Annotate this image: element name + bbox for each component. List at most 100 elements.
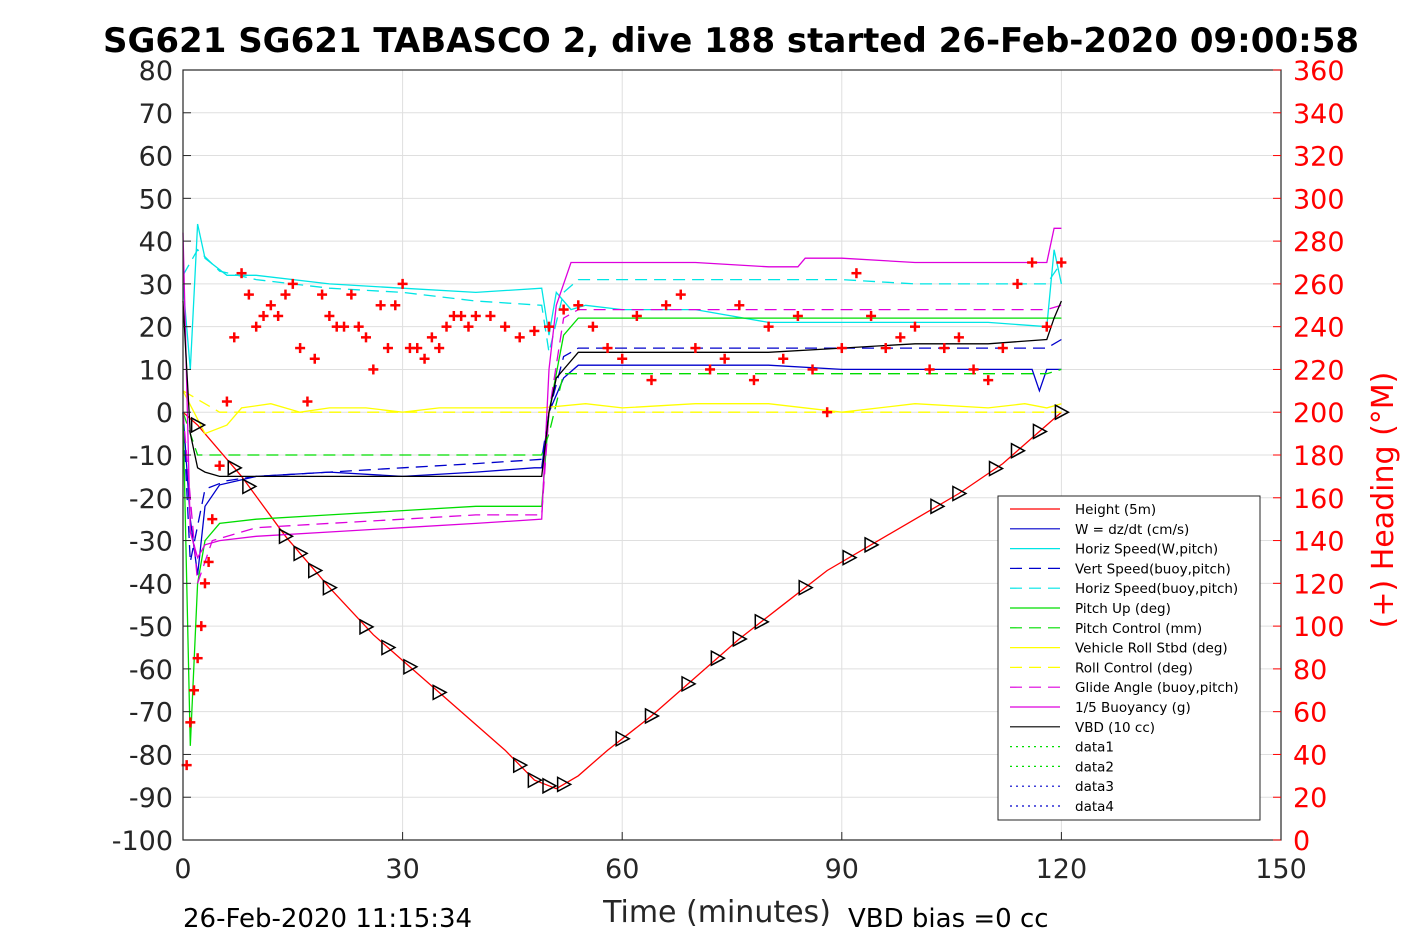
heading-point	[463, 321, 474, 332]
gc-marker	[1054, 403, 1070, 421]
heading-point	[602, 343, 613, 354]
y-tick-label: -10	[129, 441, 173, 472]
heading-point	[1041, 321, 1052, 332]
gc-marker	[952, 485, 968, 502]
heading-point	[778, 353, 789, 364]
gc-marker	[403, 658, 419, 676]
legend-item: Height (5m)	[1010, 502, 1156, 518]
y-tick-label: 60	[139, 142, 173, 173]
y-right-tick-label: 200	[1293, 398, 1345, 429]
heading-point	[895, 332, 906, 343]
y-right-tick-label: 340	[1293, 99, 1345, 130]
gc-marker	[308, 562, 324, 579]
legend-label: 1/5 Buoyancy (g)	[1075, 700, 1191, 716]
heading-point	[192, 653, 203, 664]
gc-marker	[732, 630, 748, 648]
heading-point	[661, 300, 672, 311]
heading-point	[675, 289, 686, 300]
legend-item: Vehicle Roll Stbd (deg)	[1010, 641, 1228, 657]
legend-item: Horiz Speed(buoy,pitch)	[1010, 581, 1238, 597]
y-axis-left: 80 70 60 50 40 30 20 10 0 -10 -20 -30 -40 -50 -60 -70 -8…	[112, 56, 191, 857]
series-line-w-dz-dt-cm-s	[182, 364, 1062, 575]
heading-point	[221, 396, 232, 407]
gc-marker	[278, 528, 295, 545]
y-tick-label: 80	[139, 56, 173, 87]
gc-marker	[842, 549, 858, 566]
series-line-horiz-speed-w-pitch	[182, 223, 1063, 370]
heading-point	[397, 278, 408, 289]
marker-layer	[190, 403, 1070, 795]
legend-label: Horiz Speed(W,pitch)	[1075, 542, 1218, 558]
heading-series	[181, 257, 1067, 771]
y-axis-right: 3603403203002802602402202001801601401201…	[1273, 56, 1345, 857]
heading-point	[339, 321, 350, 332]
legend-label: data4	[1075, 799, 1114, 815]
legend-item: Vert Speed(buoy,pitch)	[1010, 561, 1231, 577]
y-right-tick-label: 300	[1293, 184, 1345, 215]
y-tick-label: 70	[139, 99, 173, 130]
y-right-tick-label: 140	[1293, 527, 1345, 558]
y-tick-label: -100	[112, 826, 173, 857]
gc-marker	[432, 684, 448, 701]
gc-marker	[359, 618, 375, 636]
heading-point	[375, 300, 386, 311]
y-right-tick-label: 240	[1293, 313, 1345, 344]
footer-timestamp: 26-Feb-2020 11:15:34	[183, 904, 472, 934]
heading-point	[426, 332, 437, 343]
series-layer	[182, 223, 1063, 790]
heading-point	[317, 289, 328, 300]
heading-point	[207, 514, 218, 525]
heading-point	[1012, 278, 1023, 289]
gc-marker	[542, 777, 558, 795]
gc-marker	[381, 639, 397, 656]
x-axis: 0 30 60 90 120 150	[174, 832, 1307, 885]
y-right-tick-label: 80	[1293, 655, 1327, 686]
heading-point	[851, 268, 862, 279]
heading-point	[807, 364, 818, 375]
heading-point	[214, 460, 225, 471]
x-tick-label: 150	[1255, 854, 1307, 885]
legend-item: Pitch Up (deg)	[1010, 601, 1171, 617]
heading-point	[514, 332, 525, 343]
heading-point	[324, 310, 335, 321]
gc-marker	[512, 756, 529, 774]
heading-point	[617, 353, 628, 364]
gc-marker	[322, 579, 338, 596]
y-tick-label: -90	[129, 783, 173, 814]
legend-label: data3	[1075, 779, 1114, 795]
heading-point	[361, 332, 371, 343]
gc-marker	[864, 536, 880, 554]
heading-point	[485, 310, 496, 321]
legend-item: 1/5 Buoyancy (g)	[1010, 700, 1191, 716]
gc-marker	[1010, 442, 1027, 459]
legend-label: Vehicle Roll Stbd (deg)	[1075, 641, 1228, 657]
legend: Height (5m) W = dz/dt (cm/s) Horiz Speed(W…	[997, 495, 1261, 821]
legend-item: VBD (10 cc)	[1010, 720, 1155, 736]
y-right-tick-label: 260	[1293, 270, 1345, 301]
heading-point	[390, 300, 401, 311]
heading-point	[573, 300, 584, 311]
y-axis-right-label: (+) Heading (°M)	[1366, 372, 1401, 629]
heading-point	[273, 310, 284, 321]
heading-point	[690, 343, 701, 354]
gc-marker	[190, 416, 207, 434]
heading-point	[353, 321, 364, 332]
y-tick-label: 30	[139, 270, 173, 301]
y-tick-label: 40	[139, 227, 173, 258]
heading-point	[188, 685, 199, 696]
x-tick-label: 120	[1036, 854, 1088, 885]
series-line-pitch-up-deg	[182, 317, 1062, 746]
y-tick-label: -40	[129, 569, 173, 600]
gc-marker	[681, 675, 697, 693]
heading-point	[631, 310, 642, 321]
y-tick-label: 20	[139, 313, 173, 344]
legend-label: Horiz Speed(buoy,pitch)	[1075, 581, 1238, 597]
legend-label: data1	[1075, 740, 1114, 756]
y-right-tick-label: 160	[1293, 484, 1345, 515]
heading-point	[646, 375, 657, 386]
y-tick-label: 0	[156, 398, 173, 429]
heading-point	[866, 310, 877, 321]
heading-point	[705, 364, 716, 375]
heading-point	[822, 407, 833, 418]
heading-point	[470, 310, 481, 321]
